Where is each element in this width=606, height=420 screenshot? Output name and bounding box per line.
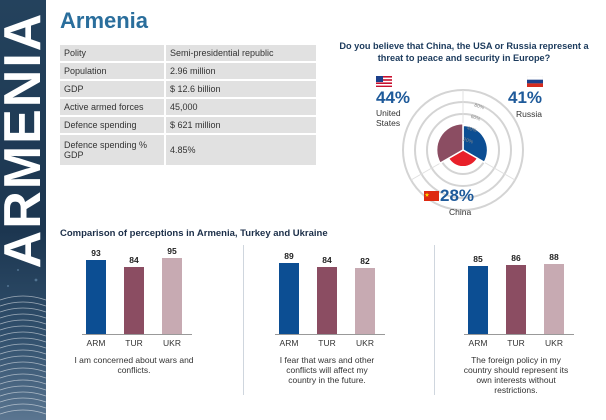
radial-ring-label: 20% xyxy=(462,137,474,146)
chart-caption: I fear that wars and other conflicts wil… xyxy=(279,355,375,385)
facts-key: Defence spending xyxy=(60,117,166,133)
bar-value-label: 84 xyxy=(322,254,332,265)
page-title: Armenia xyxy=(60,8,149,33)
facts-row: Polity Semi-presidential republic xyxy=(60,45,316,61)
bar-value-label: 93 xyxy=(91,247,101,258)
facts-key: GDP xyxy=(60,81,166,97)
facts-key: Active armed forces xyxy=(60,99,166,115)
bar-ukr xyxy=(544,263,564,334)
bar-value-label: 89 xyxy=(284,250,294,261)
china-threat-percent: 28% xyxy=(440,186,475,205)
russia-threat-percent: 41% xyxy=(508,88,543,107)
facts-value: 4.85% xyxy=(166,135,316,165)
facts-key: Population xyxy=(60,63,166,79)
bar-arm xyxy=(468,266,488,334)
radial-ring-label: 80% xyxy=(473,102,485,111)
facts-value: Semi-presidential republic xyxy=(166,45,316,61)
facts-value: 45,000 xyxy=(166,99,316,115)
bar-axis xyxy=(464,334,574,335)
group-divider xyxy=(434,245,435,395)
bar-arm xyxy=(279,262,299,334)
facts-value: $ 12.6 billion xyxy=(166,81,316,97)
facts-value: $ 621 million xyxy=(166,117,316,133)
facts-value: 2.96 million xyxy=(166,63,316,79)
chart-caption: I am concerned about wars and conflicts. xyxy=(74,355,194,375)
bar-category-label: TUR xyxy=(125,338,143,348)
bar-category-label: TUR xyxy=(318,338,336,348)
bar-category-label: UKR xyxy=(163,338,181,348)
bar-category-label: ARM xyxy=(86,338,106,348)
bar-category-label: ARM xyxy=(279,338,299,348)
bar-category-label: TUR xyxy=(507,338,525,348)
bar-arm xyxy=(86,259,106,334)
bar-category-label: ARM xyxy=(468,338,488,348)
bar-category-label: UKR xyxy=(356,338,374,348)
china-wedge xyxy=(447,149,479,168)
bar-value-label: 88 xyxy=(549,251,559,262)
threat-question-title: Do you believe that China, the USA or Ru… xyxy=(339,41,589,63)
bar-tur xyxy=(124,266,144,334)
bar-tur xyxy=(506,265,526,334)
bar-ukr xyxy=(162,258,182,334)
bar-ukr xyxy=(355,268,375,334)
china-flag-icon xyxy=(424,191,439,201)
facts-row: GDP $ 12.6 billion xyxy=(60,81,316,97)
chart-caption: The foreign policy in my country should … xyxy=(463,355,569,395)
facts-row: Defence spending $ 621 million xyxy=(60,117,316,133)
usa-threat-percent: 44% xyxy=(376,88,411,107)
russia-flag-icon xyxy=(527,76,543,87)
bar-tur xyxy=(317,266,337,334)
usa-label: United States xyxy=(376,108,401,128)
bar-value-label: 85 xyxy=(473,254,483,264)
facts-table: Polity Semi-presidential republic Populati… xyxy=(60,43,316,167)
threat-radial-chart: 80% 60% 40% 20% xyxy=(402,89,524,211)
bar-category-label: UKR xyxy=(545,338,563,348)
usa-wedge xyxy=(435,122,464,165)
comparison-title: Comparison of perceptions in Armenia, Tu… xyxy=(60,228,328,239)
radial-ring-label: 40% xyxy=(466,125,478,134)
usa-flag-icon xyxy=(376,76,392,87)
facts-row: Defence spending % GDP 4.85% xyxy=(60,135,316,165)
bar-value-label: 84 xyxy=(129,254,139,265)
bar-axis xyxy=(82,334,192,335)
sidebar-country-word: ARMENIA xyxy=(0,11,46,269)
facts-row: Population 2.96 million xyxy=(60,63,316,79)
bar-value-label: 86 xyxy=(511,253,521,264)
facts-key: Defence spending % GDP xyxy=(60,135,166,165)
sidebar-banner: ARMENIA xyxy=(0,0,46,420)
group-divider xyxy=(243,245,244,395)
bar-value-label: 82 xyxy=(360,256,370,267)
facts-row: Active armed forces 45,000 xyxy=(60,99,316,115)
bar-value-label: 95 xyxy=(167,246,177,256)
sidebar-wave-pattern xyxy=(0,243,46,415)
russia-label: Russia xyxy=(516,109,542,119)
radial-ring-label: 60% xyxy=(470,114,482,123)
facts-key: Polity xyxy=(60,45,166,61)
china-label: China xyxy=(449,207,472,217)
bar-axis xyxy=(275,334,385,335)
